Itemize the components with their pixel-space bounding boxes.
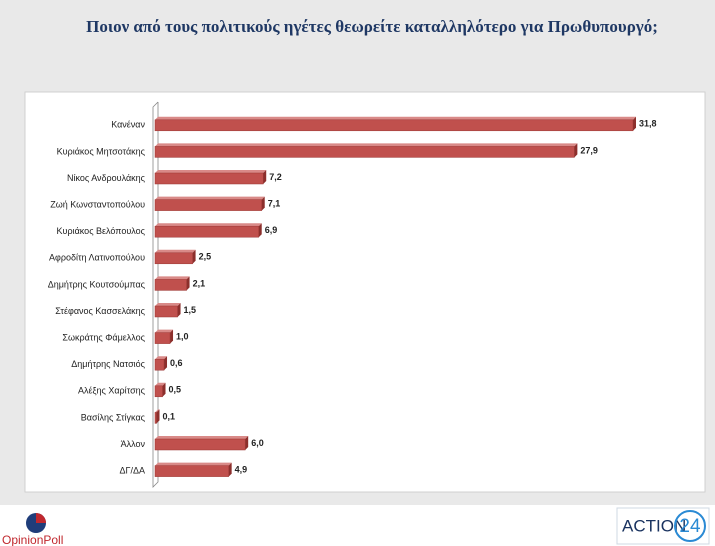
value-label: 31,8 [639, 119, 657, 129]
bar-top [155, 303, 181, 306]
axis-line [152, 101, 159, 488]
bar [154, 172, 264, 185]
bar [154, 225, 259, 238]
bar [154, 119, 634, 132]
bar [154, 358, 165, 371]
value-label: 1,5 [184, 305, 197, 315]
bar-top [155, 276, 190, 280]
bar [154, 465, 229, 477]
footer-band [0, 505, 715, 546]
category-label: Νίκος Ανδρουλάκης [67, 173, 146, 183]
bar-side [164, 356, 168, 371]
value-label: 0,6 [170, 358, 183, 368]
value-label: 6,0 [251, 438, 264, 448]
bar [154, 252, 193, 265]
bar-side [263, 170, 267, 184]
bar-side [574, 143, 578, 158]
category-label: Άλλον [121, 439, 146, 449]
category-label: Κυριάκος Μητσοτάκης [57, 146, 146, 156]
logo-right-number: 24 [679, 516, 701, 537]
bar-top [155, 116, 636, 120]
bar-side [258, 223, 262, 238]
category-label: Δημήτρης Νατσιός [71, 359, 145, 369]
logo-left: OpinionPoll [2, 533, 63, 546]
bar [154, 279, 187, 291]
value-label: 0,5 [169, 385, 182, 395]
bar [154, 199, 262, 211]
bar-top [155, 382, 166, 386]
category-label: Ζωή Κωνσταντοπούλου [50, 199, 145, 209]
bar-side [162, 382, 166, 397]
bar-top [155, 436, 249, 439]
bar [154, 305, 178, 318]
category-label: Αφροδίτη Λατινοπούλου [49, 253, 145, 263]
bar-side [228, 462, 232, 477]
bar-top [155, 462, 232, 466]
category-label: ΔΓ/ΔΑ [120, 465, 145, 475]
logo-mark-part [36, 513, 46, 523]
bar-side [156, 409, 160, 424]
bar [154, 438, 246, 451]
category-label: Κυριάκος Βελόπουλος [57, 226, 146, 236]
value-label: 27,9 [580, 145, 598, 155]
bar-top [155, 329, 174, 333]
bar-top [155, 409, 160, 413]
bar-top [155, 196, 265, 200]
chart-panel [24, 91, 706, 493]
category-label: Δημήτρης Κουτσούμπας [48, 279, 146, 289]
bar-side [245, 436, 249, 450]
value-label: 1,0 [176, 331, 189, 341]
bar-side [261, 196, 265, 211]
value-label: 4,9 [235, 464, 248, 474]
bar-top [155, 356, 168, 360]
value-label: 2,1 [193, 278, 206, 288]
logo-right-word: ACTION [622, 516, 686, 535]
bar-side [177, 303, 181, 317]
bar-top [155, 143, 578, 147]
category-label: Κανέναν [111, 120, 145, 130]
logo-right-ring [674, 510, 706, 542]
category-label: Σωκράτης Φάμελλος [62, 332, 145, 342]
bar [154, 332, 171, 344]
category-label: Αλέξης Χαρίτσης [78, 386, 146, 396]
bar [154, 412, 157, 424]
bar-top [155, 170, 267, 173]
bar-side [192, 249, 196, 264]
bar-side [633, 116, 636, 131]
bar-top [155, 223, 262, 227]
bar [154, 146, 575, 158]
bar-top [155, 249, 196, 253]
value-label: 2,5 [199, 252, 212, 262]
value-label: 7,1 [268, 198, 281, 208]
value-label: 7,2 [269, 172, 282, 182]
bar-side [170, 329, 174, 344]
bar [154, 385, 163, 398]
bar-side [186, 276, 190, 291]
logo-right-box [616, 507, 710, 545]
value-label: 6,9 [265, 225, 278, 235]
value-label: 0,1 [163, 411, 176, 421]
category-label: Βασίλης Στίγκας [81, 412, 146, 422]
chart-title: Ποιον από τους πολιτικούς ηγέτες θεωρείτ… [86, 17, 658, 36]
category-label: Στέφανος Κασσελάκης [55, 306, 145, 316]
